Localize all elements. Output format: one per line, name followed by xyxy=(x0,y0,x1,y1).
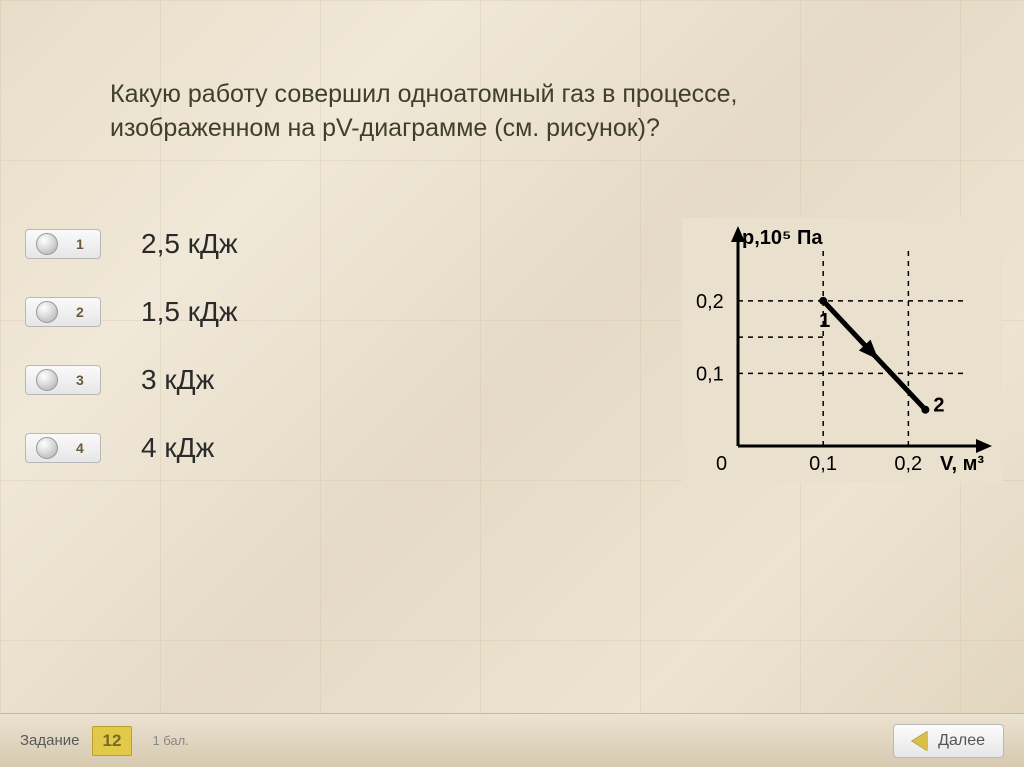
option-1: 1 2,5 кДж xyxy=(25,228,238,260)
option-number: 3 xyxy=(76,372,84,388)
svg-text:0,1: 0,1 xyxy=(809,453,837,475)
svg-text:p,10⁵ Па: p,10⁵ Па xyxy=(742,227,823,249)
radio-icon xyxy=(36,437,58,459)
option-2-label: 1,5 кДж xyxy=(141,296,238,328)
radio-icon xyxy=(36,301,58,323)
option-4: 4 4 кДж xyxy=(25,432,238,464)
svg-text:0,1: 0,1 xyxy=(696,363,724,385)
task-number-badge: 12 xyxy=(92,726,133,756)
radio-icon xyxy=(36,233,58,255)
svg-text:2: 2 xyxy=(933,395,944,417)
svg-text:0: 0 xyxy=(716,453,727,475)
task-label: Задание xyxy=(20,732,80,749)
svg-text:1: 1 xyxy=(819,310,830,332)
option-4-button[interactable]: 4 xyxy=(25,433,101,463)
option-4-label: 4 кДж xyxy=(141,432,214,464)
options-list: 1 2,5 кДж 2 1,5 кДж 3 3 кДж 4 4 кДж xyxy=(25,228,238,464)
option-2-button[interactable]: 2 xyxy=(25,297,101,327)
radio-icon xyxy=(36,369,58,391)
svg-text:0,2: 0,2 xyxy=(894,453,922,475)
option-3: 3 3 кДж xyxy=(25,364,238,396)
points-text: 1 бал. xyxy=(152,733,188,748)
pv-diagram: 0,1 0,2 0,1 0,2 0 p,10⁵ Па V, м³ 1 2 xyxy=(682,218,1002,482)
footer-bar: Задание 12 1 бал. Далее xyxy=(0,713,1024,767)
option-2: 2 1,5 кДж xyxy=(25,296,238,328)
svg-text:V, м³: V, м³ xyxy=(940,453,984,475)
question-text: Какую работу совершил одноатомный газ в … xyxy=(110,78,830,146)
next-button-label: Далее xyxy=(938,732,985,750)
option-3-button[interactable]: 3 xyxy=(25,365,101,395)
arrow-left-icon xyxy=(912,731,928,751)
option-1-button[interactable]: 1 xyxy=(25,229,101,259)
svg-text:0,2: 0,2 xyxy=(696,291,724,313)
next-button[interactable]: Далее xyxy=(893,724,1004,758)
option-number: 2 xyxy=(76,304,84,320)
option-1-label: 2,5 кДж xyxy=(141,228,238,260)
option-3-label: 3 кДж xyxy=(141,364,214,396)
option-number: 1 xyxy=(76,236,84,252)
option-number: 4 xyxy=(76,440,84,456)
